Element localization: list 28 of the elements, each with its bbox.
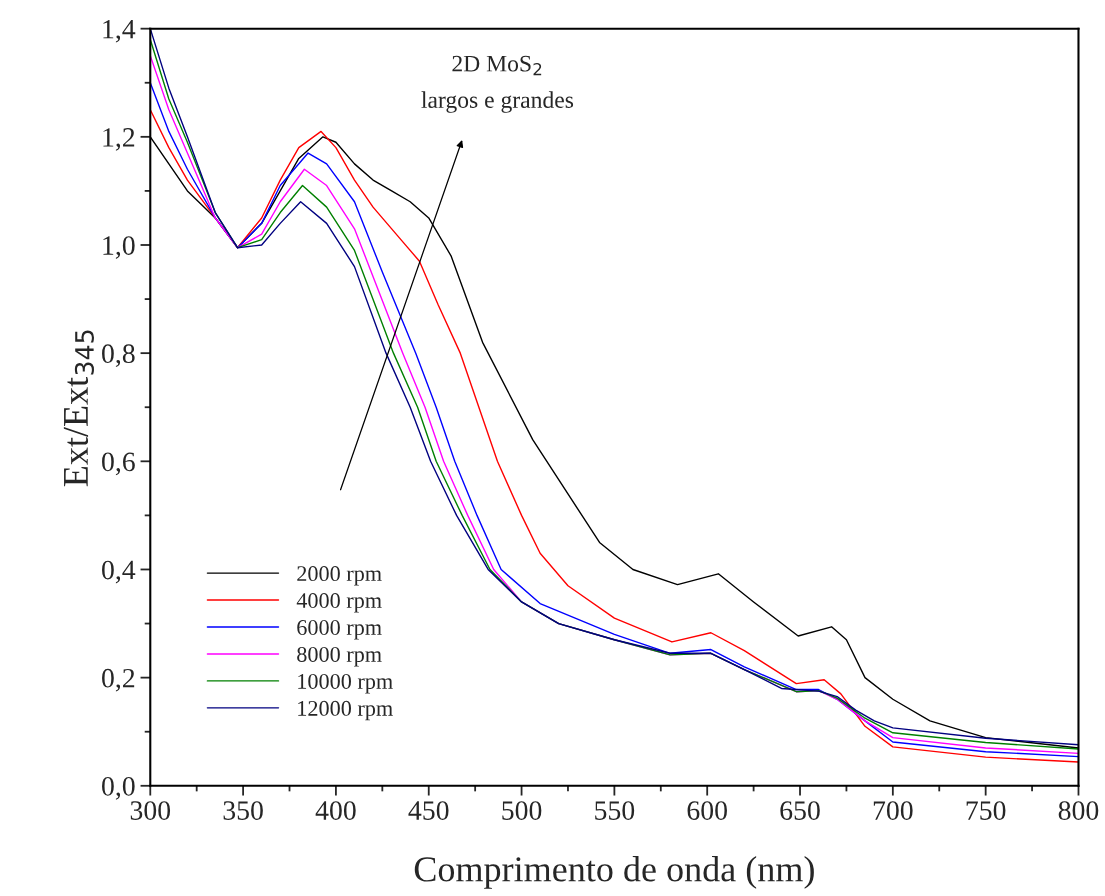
legend-label: 8000 rpm — [297, 646, 382, 667]
y-tick-label: 1,4 — [103, 19, 136, 43]
x-tick-label: 700 — [873, 801, 913, 820]
x-tick-label: 650 — [780, 801, 820, 820]
y-tick-label: 1,2 — [103, 128, 135, 151]
y-tick-label: 0,8 — [102, 344, 135, 368]
x-tick-label: 500 — [502, 801, 542, 820]
x-axis-title: Comprimento de onda (nm) — [414, 856, 814, 889]
y-axis-title: Ext/Ext$_{345}$ — [63, 330, 94, 487]
y-tick-label: 0,4 — [102, 560, 136, 584]
x-tick-label: 550 — [595, 801, 635, 820]
x-tick-label: 800 — [1058, 801, 1099, 820]
legend-label: 6000 rpm — [297, 619, 382, 640]
legend-label: 10000 rpm — [298, 673, 393, 694]
legend-label: 4000 rpm — [296, 593, 382, 613]
y-tick-label: 1,0 — [103, 236, 135, 259]
legend-label: 2000 rpm — [297, 566, 382, 586]
x-tick-label: 600 — [687, 801, 727, 820]
y-tick-label: 0,0 — [102, 776, 135, 800]
x-tick-label: 300 — [130, 801, 171, 820]
y-tick-label: 0,2 — [102, 668, 135, 692]
x-tick-label: 350 — [223, 801, 263, 820]
x-tick-label: 400 — [315, 801, 356, 820]
y-tick-label: 0,6 — [102, 452, 135, 476]
legend-label: 12000 rpm — [298, 700, 393, 721]
x-tick-label: 750 — [966, 801, 1006, 820]
x-tick-label: 450 — [408, 801, 449, 820]
annotation: 2D MoS$_{2}$ largos e grandes — [421, 55, 574, 113]
